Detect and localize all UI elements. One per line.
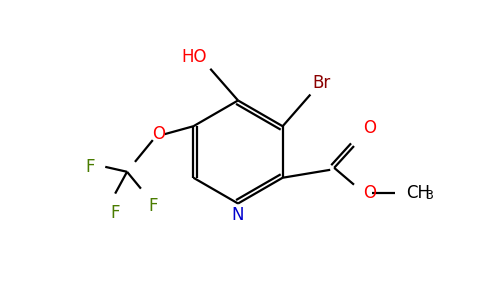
Text: Br: Br [312,74,331,92]
Text: O: O [363,119,376,137]
Text: CH: CH [407,184,430,202]
Text: O: O [152,125,165,143]
Text: HO: HO [182,48,207,66]
Text: F: F [149,196,158,214]
Text: F: F [110,203,120,221]
Text: N: N [232,206,244,224]
Text: 3: 3 [425,189,433,202]
Text: F: F [86,158,95,176]
Text: O: O [363,184,376,202]
